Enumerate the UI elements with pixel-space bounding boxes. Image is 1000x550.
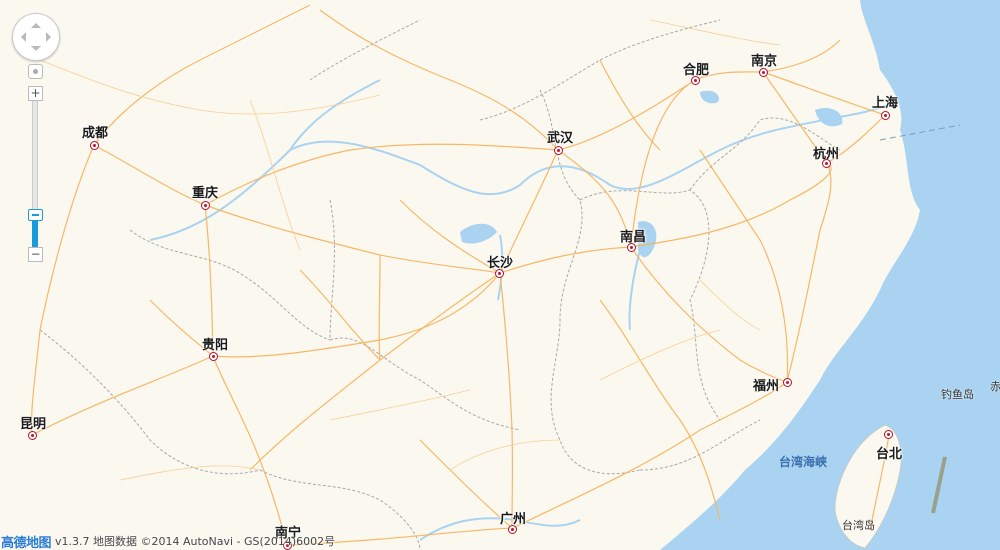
city-marker-nanchang[interactable] bbox=[627, 243, 636, 252]
city-marker-chengdu[interactable] bbox=[90, 141, 99, 150]
city-label-fuzhou[interactable]: 福州 bbox=[753, 379, 780, 394]
city-marker-kunming[interactable] bbox=[28, 431, 37, 440]
city-marker-nanjing[interactable] bbox=[759, 68, 768, 77]
city-marker-guiyang[interactable] bbox=[209, 352, 218, 361]
map-footer: 高德地图 v1.3.7 地图数据 ©2014 AutoNavi - GS(201… bbox=[0, 533, 336, 550]
island-label-taiwan: 台湾岛 bbox=[842, 519, 875, 532]
copyright-text: v1.3.7 地图数据 ©2014 AutoNavi - GS(2014)600… bbox=[55, 535, 336, 548]
city-marker-hangzhou[interactable] bbox=[822, 159, 831, 168]
sea-label-taiwan-strait: 台湾海峡 bbox=[779, 455, 828, 469]
sea-route bbox=[879, 124, 961, 141]
city-label-hefei[interactable]: 合肥 bbox=[683, 63, 710, 78]
chaohu-lake bbox=[700, 90, 719, 104]
zoom-slider-track[interactable] bbox=[32, 101, 38, 247]
pan-right-icon[interactable] bbox=[46, 32, 56, 42]
city-label-hangzhou[interactable]: 杭州 bbox=[813, 147, 840, 162]
zoom-slider-handle[interactable] bbox=[28, 208, 43, 221]
sea-area bbox=[660, 0, 1000, 550]
rivers bbox=[149, 79, 916, 541]
city-label-changsha[interactable]: 长沙 bbox=[487, 256, 514, 271]
city-marker-shanghai[interactable] bbox=[881, 111, 890, 120]
amap-logo[interactable]: 高德地图 bbox=[1, 535, 52, 550]
zoom-out-button[interactable]: − bbox=[28, 247, 43, 262]
city-marker-wuhan[interactable] bbox=[554, 146, 563, 155]
island-label-diaoyu: 钓鱼岛 bbox=[941, 388, 974, 401]
pan-control[interactable] bbox=[12, 13, 60, 61]
city-marker-changsha[interactable] bbox=[495, 269, 504, 278]
pan-down-icon[interactable] bbox=[31, 46, 41, 56]
city-label-chengdu[interactable]: 成都 bbox=[82, 126, 109, 141]
city-label-nanchang[interactable]: 南昌 bbox=[620, 230, 647, 245]
locate-center-button[interactable] bbox=[28, 64, 43, 79]
province-borders bbox=[39, 19, 841, 550]
city-marker-taipei[interactable] bbox=[884, 430, 893, 439]
taiwan-island bbox=[834, 424, 902, 549]
city-label-guiyang[interactable]: 贵阳 bbox=[202, 338, 229, 353]
city-label-nanjing[interactable]: 南京 bbox=[751, 54, 778, 69]
city-label-shanghai[interactable]: 上海 bbox=[872, 96, 899, 111]
pan-up-icon[interactable] bbox=[31, 18, 41, 28]
city-marker-fuzhou[interactable] bbox=[783, 378, 792, 387]
city-label-kunming[interactable]: 昆明 bbox=[20, 417, 47, 432]
city-marker-hefei[interactable] bbox=[691, 76, 700, 85]
zoom-slider-fill bbox=[32, 214, 38, 247]
city-label-taipei[interactable]: 台北 bbox=[876, 447, 903, 462]
city-label-chongqing[interactable]: 重庆 bbox=[192, 186, 219, 201]
city-marker-chongqing[interactable] bbox=[201, 201, 210, 210]
poyang-lake bbox=[638, 221, 657, 258]
taihu-lake bbox=[815, 107, 843, 127]
city-label-wuhan[interactable]: 武汉 bbox=[547, 131, 574, 146]
zoom-in-button[interactable]: + bbox=[28, 86, 43, 101]
city-label-nanning[interactable]: 南宁 bbox=[275, 526, 302, 541]
city-label-guangzhou[interactable]: 广州 bbox=[500, 512, 527, 527]
minor-roads bbox=[39, 19, 781, 481]
offshore-island bbox=[931, 456, 947, 514]
pan-left-icon[interactable] bbox=[16, 32, 26, 42]
city-marker-guangzhou[interactable] bbox=[508, 525, 517, 534]
dongting-lake bbox=[460, 223, 497, 244]
island-label-chiwei: 赤 bbox=[990, 380, 1000, 393]
